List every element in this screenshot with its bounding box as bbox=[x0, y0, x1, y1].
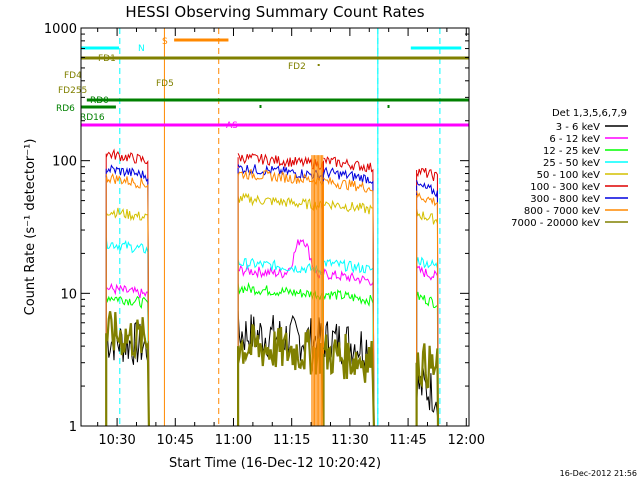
x-tick-label: 10:30 bbox=[98, 433, 135, 448]
legend-entry-label: 50 - 100 keV bbox=[537, 170, 601, 181]
x-tick-label: 11:00 bbox=[215, 433, 252, 448]
series-line bbox=[105, 192, 439, 427]
series-line bbox=[105, 237, 439, 427]
flag-label: FD2 bbox=[288, 62, 306, 72]
y-axis-label: Count Rate (s⁻¹ detector⁻¹) bbox=[23, 139, 38, 316]
x-tick-label: 12:00 bbox=[448, 433, 485, 448]
axes: 10:30 10:45 11:00 11:15 11:30 11:45 12:00 1 10 10… bbox=[44, 22, 485, 448]
series-line bbox=[105, 310, 439, 427]
flag-label: RD16 bbox=[80, 113, 105, 123]
flag-label: FD1 bbox=[98, 54, 116, 64]
y-tick-label: 10 bbox=[60, 287, 77, 302]
flag-marker bbox=[317, 64, 320, 66]
legend-title: Det 1,3,5,6,7,9 bbox=[552, 108, 627, 119]
x-tick-label: 10:45 bbox=[157, 433, 194, 448]
y-tick-label: 1 bbox=[69, 420, 77, 435]
legend-entry-label: 800 - 7000 keV bbox=[524, 206, 600, 217]
flag-label: FD5 bbox=[156, 79, 174, 89]
legend-entry-label: 25 - 50 keV bbox=[543, 158, 600, 169]
plot-frame bbox=[80, 27, 470, 427]
flag-marker bbox=[259, 105, 262, 108]
flag-label: N bbox=[138, 44, 145, 54]
saa-night-bands bbox=[119, 28, 441, 426]
legend-entry-label: 12 - 25 keV bbox=[543, 146, 600, 157]
legend-entry-label: 7000 - 20000 keV bbox=[511, 218, 600, 229]
x-axis-label: Start Time (16-Dec-12 10:20:42) bbox=[169, 456, 381, 471]
flag-label: FD4 bbox=[64, 71, 82, 81]
footer-timestamp: 16-Dec-2012 21:56 bbox=[560, 469, 637, 478]
x-tick-label: 11:15 bbox=[273, 433, 310, 448]
series-lines bbox=[105, 148, 440, 427]
flag-label: S bbox=[162, 37, 168, 47]
flag-label: AS bbox=[226, 121, 238, 131]
y-tick-label: 100 bbox=[52, 155, 77, 170]
flag-label: RD0 bbox=[90, 96, 109, 106]
flag-marker bbox=[387, 105, 390, 108]
flag-label: RD6 bbox=[56, 104, 75, 114]
y-tick-label: 1000 bbox=[44, 22, 77, 37]
flag-label: FD255 bbox=[58, 86, 87, 96]
series-line bbox=[105, 168, 439, 427]
legend-entry-label: 100 - 300 keV bbox=[530, 182, 600, 193]
series-line bbox=[105, 148, 439, 427]
legend-entry-label: 3 - 6 keV bbox=[556, 122, 600, 133]
legend-entry-label: 300 - 800 keV bbox=[530, 194, 600, 205]
legend-entry-label: 6 - 12 keV bbox=[549, 134, 600, 145]
series-line bbox=[105, 311, 440, 427]
chart-title: HESSI Observing Summary Count Rates bbox=[125, 3, 424, 21]
x-tick-label: 11:30 bbox=[331, 433, 368, 448]
x-tick-label: 11:45 bbox=[389, 433, 426, 448]
